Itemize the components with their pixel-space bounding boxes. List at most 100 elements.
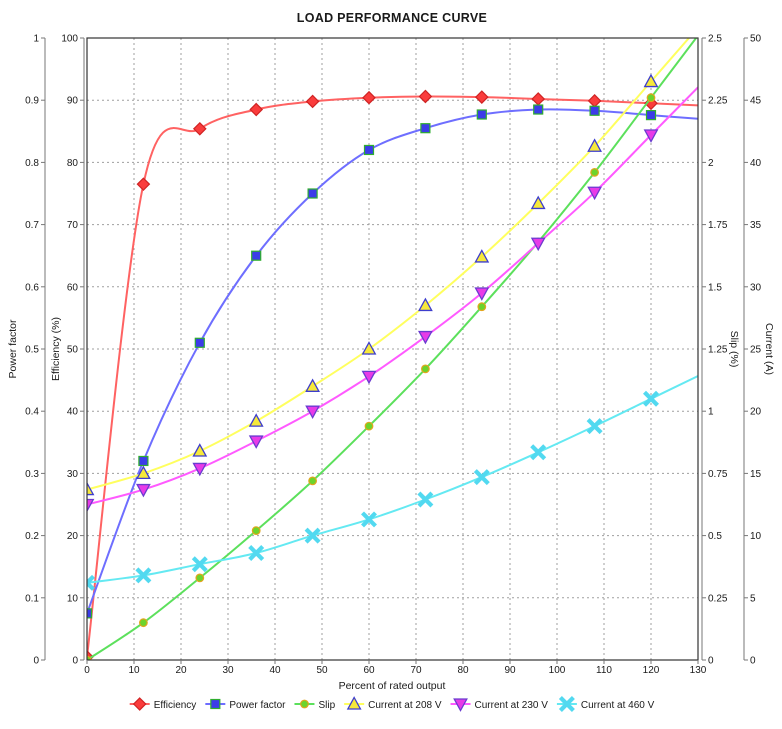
series-current-at-460-v-marker [417,491,434,508]
legend-item-current-at-460-v: Current at 460 V [556,696,655,712]
series-power-factor-marker [194,337,205,348]
series-slip-marker [590,167,599,177]
series-slip-marker [251,526,261,536]
series-current-at-230-v-marker [530,237,546,252]
slip-tick-label: 2 [708,158,714,169]
series-efficiency [87,89,698,660]
series-current-at-460-v-marker [361,511,377,528]
series-efficiency-marker [362,90,376,105]
legend-triangle-up-icon [346,696,362,710]
series-power-factor-marker [363,144,375,156]
series-current-at-230-v-marker [361,370,377,385]
series-slip-marker [646,93,656,103]
series-current-at-230-v-marker [643,129,659,143]
legend-item-efficiency: Efficiency [129,697,197,711]
series-current-at-460-v-marker [87,574,95,591]
series-current-at-230-v-marker [192,462,208,477]
current-tick-label: 5 [750,593,756,604]
series-power-factor-marker [307,188,318,199]
series-current-at-230-v-marker [474,287,490,301]
series-efficiency-marker [305,94,320,109]
series-power-factor-marker [420,123,431,134]
efficiency-tick-label: 100 [61,34,78,45]
series-current-at-208-v-marker [305,378,320,392]
legend-square-icon [210,698,221,710]
series-curves [87,38,698,660]
current-tick-label: 0 [750,656,756,667]
slip-tick-label: 2.5 [708,34,722,45]
series-efficiency-marker [249,102,264,117]
slip-axis-title: Slip (%) [728,331,740,368]
slip-tick-label: 1.75 [708,220,728,231]
power_factor-tick-label: 0.9 [25,96,39,107]
efficiency-tick-label: 50 [67,345,79,356]
series-efficiency-marker [136,177,151,192]
power-factor-axis-title: Power factor [7,319,19,378]
series-current-at-460-v-marker [530,444,547,461]
slip-tick-label: 1.5 [708,282,722,293]
x-tick-label: 30 [222,665,234,676]
x-tick-label: 10 [128,665,140,676]
series-current-at-208-v-marker [418,297,433,312]
slip-tick-label: 1 [708,407,714,418]
x-axis-title: Percent of rated output [339,680,446,692]
power_factor-tick-label: 0.2 [25,531,39,542]
x-tick-label: 90 [504,665,516,676]
x-tick-label: 100 [549,665,566,676]
series-current-at-460-v-marker [304,527,321,544]
series-efficiency-marker [587,93,602,108]
series-current-at-230-v-marker [418,330,433,345]
current-tick-label: 10 [750,531,762,542]
chart-title: LOAD PERFORMANCE CURVE [297,11,487,25]
series-current-at-460-v-marker [191,556,208,573]
x-tick-label: 80 [457,665,469,676]
series-current-at-460-v-marker [135,567,152,584]
axes: 0 10 20 30 40 50 60 70 80 90 100 110 120 13000.10.20.… [25,34,761,677]
legend-label: Efficiency [154,700,197,711]
series-efficiency-marker [418,89,433,104]
series-power-factor-marker [589,105,600,116]
efficiency-tick-label: 20 [67,531,79,542]
series-power-factor-marker [533,104,544,115]
current-tick-label: 35 [750,220,762,231]
series-power-factor-marker [476,109,487,120]
legend-item-current-at-208-v: Current at 208 V [344,696,442,711]
series-slip-marker [308,476,318,486]
legend-label: Power factor [229,700,286,711]
slip-tick-label: 0.25 [708,593,728,604]
current-tick-label: 40 [750,158,762,169]
series-efficiency-marker [192,121,207,136]
series-efficiency-marker [531,92,546,106]
power_factor-tick-label: 0 [33,656,39,667]
power_factor-tick-label: 0.1 [25,593,39,604]
series-current-at-208-v [87,38,691,496]
series-slip-marker [364,421,374,431]
efficiency-tick-label: 0 [72,656,78,667]
series-current-at-460-v [87,375,698,591]
current-axis-title: Current (A) [763,323,775,375]
series-current-at-230-v-line [87,86,698,506]
series-current-at-230-v-marker [136,483,151,498]
x-tick-label: 70 [410,665,422,676]
legend-item-power-factor: Power factor [205,698,286,711]
efficiency-axis-title: Efficiency (%) [50,317,62,381]
series-slip-marker [421,364,430,374]
legend-label: Slip [318,700,335,711]
chart-legend: Efficiency Power factor Slip Current at 208… [129,696,655,712]
legend-label: Current at 230 V [475,700,549,711]
slip-tick-label: 2.25 [708,96,728,107]
legend-diamond-icon [132,697,147,711]
series-current-at-460-v-marker [473,469,490,486]
series-slip-marker [138,618,148,628]
series-power-factor-marker [138,455,149,467]
series-current-at-208-v-marker [248,413,264,427]
legend-item-current-at-230-v: Current at 230 V [450,698,549,712]
series-current-at-208-v-marker [643,73,659,88]
series-slip [87,38,698,660]
series-slip-marker [195,573,205,583]
x-tick-label: 50 [316,665,328,676]
series-current-at-208-v-marker [192,443,208,457]
plot-border [86,37,699,661]
series-current-at-460-v-line [87,375,698,584]
legend-circle-icon [300,699,309,709]
